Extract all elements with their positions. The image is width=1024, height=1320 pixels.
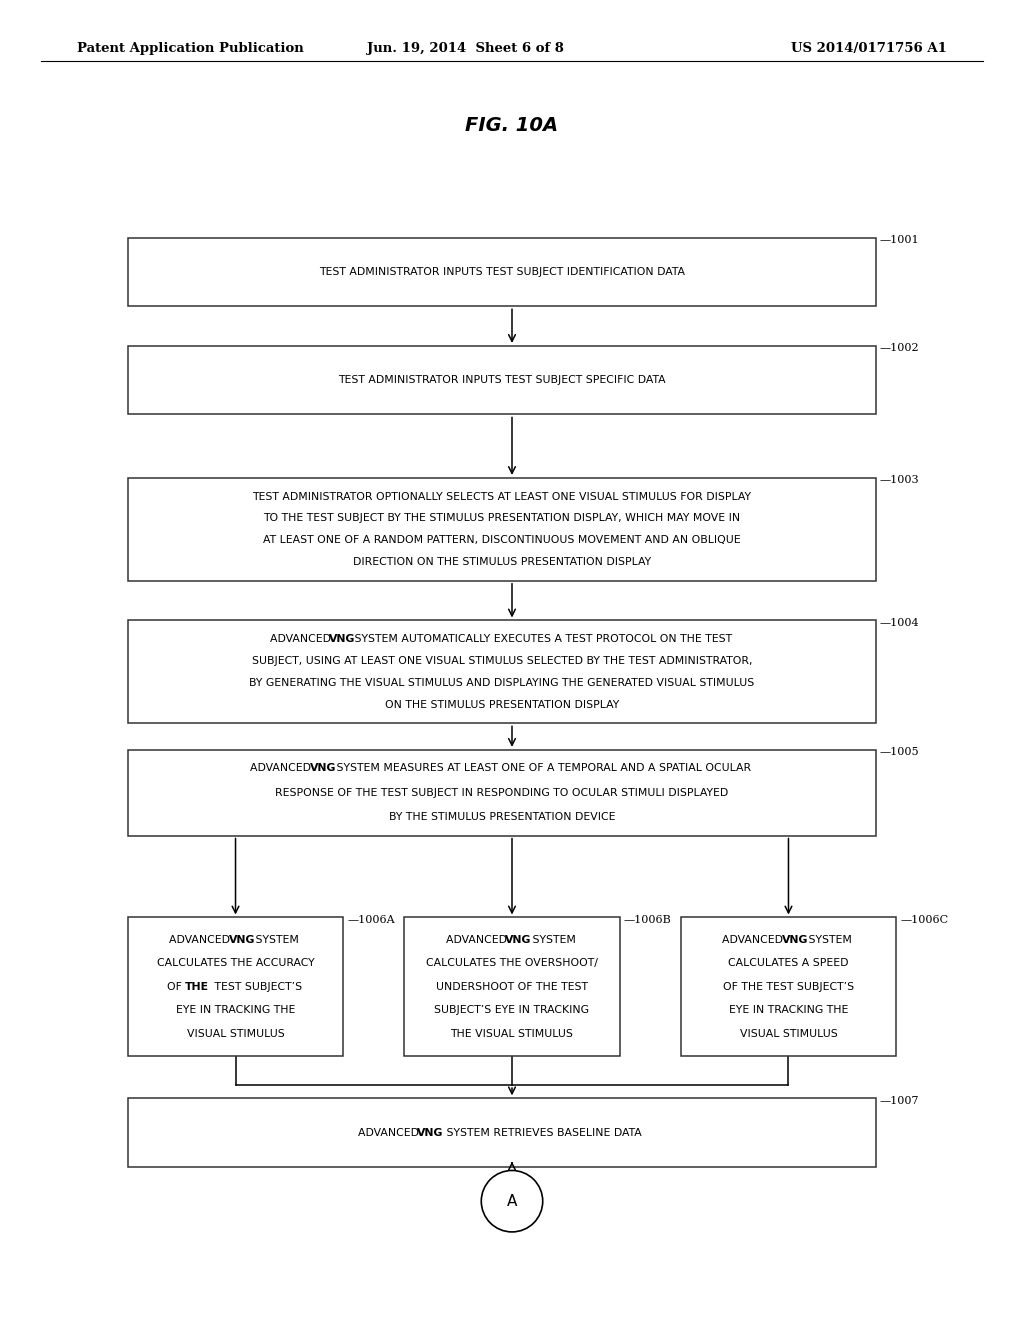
- Text: ADVANCED: ADVANCED: [270, 634, 335, 644]
- Text: VNG: VNG: [781, 935, 808, 945]
- Text: A: A: [507, 1193, 517, 1209]
- Bar: [128, 478, 876, 581]
- Text: CALCULATES THE ACCURACY: CALCULATES THE ACCURACY: [157, 958, 314, 968]
- Text: —1004: —1004: [880, 618, 920, 628]
- Ellipse shape: [481, 1171, 543, 1232]
- Text: Jun. 19, 2014  Sheet 6 of 8: Jun. 19, 2014 Sheet 6 of 8: [368, 42, 564, 54]
- Bar: [404, 917, 620, 1056]
- Text: —1005: —1005: [880, 747, 920, 758]
- Text: VISUAL STIMULUS: VISUAL STIMULUS: [186, 1028, 285, 1039]
- Text: EYE IN TRACKING THE: EYE IN TRACKING THE: [176, 1006, 295, 1015]
- Text: ADVANCED: ADVANCED: [722, 935, 786, 945]
- Text: Patent Application Publication: Patent Application Publication: [77, 42, 303, 54]
- Text: VNG: VNG: [330, 634, 355, 644]
- Text: VNG: VNG: [228, 935, 255, 945]
- Bar: [128, 620, 876, 723]
- Text: DIRECTION ON THE STIMULUS PRESENTATION DISPLAY: DIRECTION ON THE STIMULUS PRESENTATION D…: [352, 557, 651, 568]
- Text: —1006C: —1006C: [900, 915, 948, 925]
- Text: SYSTEM RETRIEVES BASELINE DATA: SYSTEM RETRIEVES BASELINE DATA: [442, 1127, 641, 1138]
- Text: VNG: VNG: [310, 763, 336, 774]
- Text: UNDERSHOOT OF THE TEST: UNDERSHOOT OF THE TEST: [436, 982, 588, 991]
- Text: THE: THE: [184, 982, 209, 991]
- Text: —1001: —1001: [880, 235, 920, 246]
- Text: TEST ADMINISTRATOR INPUTS TEST SUBJECT SPECIFIC DATA: TEST ADMINISTRATOR INPUTS TEST SUBJECT S…: [338, 375, 666, 385]
- Text: TEST SUBJECT’S: TEST SUBJECT’S: [211, 982, 302, 991]
- Text: EYE IN TRACKING THE: EYE IN TRACKING THE: [729, 1006, 848, 1015]
- Text: RESPONSE OF THE TEST SUBJECT IN RESPONDING TO OCULAR STIMULI DISPLAYED: RESPONSE OF THE TEST SUBJECT IN RESPONDI…: [275, 788, 728, 797]
- Text: AT LEAST ONE OF A RANDOM PATTERN, DISCONTINUOUS MOVEMENT AND AN OBLIQUE: AT LEAST ONE OF A RANDOM PATTERN, DISCON…: [263, 535, 740, 545]
- Text: VNG: VNG: [417, 1127, 443, 1138]
- Text: CALCULATES THE OVERSHOOT/: CALCULATES THE OVERSHOOT/: [426, 958, 598, 968]
- Text: SYSTEM: SYSTEM: [805, 935, 852, 945]
- Text: —1002: —1002: [880, 343, 920, 354]
- Text: —1003: —1003: [880, 475, 920, 486]
- Text: VISUAL STIMULUS: VISUAL STIMULUS: [739, 1028, 838, 1039]
- Bar: [128, 750, 876, 836]
- Text: SYSTEM: SYSTEM: [528, 935, 575, 945]
- Text: —1006B: —1006B: [624, 915, 672, 925]
- Text: TEST ADMINISTRATOR INPUTS TEST SUBJECT IDENTIFICATION DATA: TEST ADMINISTRATOR INPUTS TEST SUBJECT I…: [318, 267, 685, 277]
- Bar: [128, 1098, 876, 1167]
- Text: US 2014/0171756 A1: US 2014/0171756 A1: [792, 42, 947, 54]
- Text: SYSTEM MEASURES AT LEAST ONE OF A TEMPORAL AND A SPATIAL OCULAR: SYSTEM MEASURES AT LEAST ONE OF A TEMPOR…: [333, 763, 752, 774]
- Text: ADVANCED: ADVANCED: [251, 763, 315, 774]
- Text: ADVANCED: ADVANCED: [357, 1127, 422, 1138]
- Bar: [128, 238, 876, 306]
- Text: BY THE STIMULUS PRESENTATION DEVICE: BY THE STIMULUS PRESENTATION DEVICE: [388, 812, 615, 822]
- Text: FIG. 10A: FIG. 10A: [466, 116, 558, 135]
- Text: SUBJECT, USING AT LEAST ONE VISUAL STIMULUS SELECTED BY THE TEST ADMINISTRATOR,: SUBJECT, USING AT LEAST ONE VISUAL STIMU…: [252, 656, 752, 667]
- Bar: [128, 917, 343, 1056]
- Text: VNG: VNG: [505, 935, 531, 945]
- Text: ADVANCED: ADVANCED: [169, 935, 233, 945]
- Text: BY GENERATING THE VISUAL STIMULUS AND DISPLAYING THE GENERATED VISUAL STIMULUS: BY GENERATING THE VISUAL STIMULUS AND DI…: [249, 677, 755, 688]
- Text: TEST ADMINISTRATOR OPTIONALLY SELECTS AT LEAST ONE VISUAL STIMULUS FOR DISPLAY: TEST ADMINISTRATOR OPTIONALLY SELECTS AT…: [252, 491, 752, 502]
- Text: CALCULATES A SPEED: CALCULATES A SPEED: [728, 958, 849, 968]
- Text: OF: OF: [167, 982, 185, 991]
- Text: SYSTEM AUTOMATICALLY EXECUTES A TEST PROTOCOL ON THE TEST: SYSTEM AUTOMATICALLY EXECUTES A TEST PRO…: [351, 634, 732, 644]
- Text: —1006A: —1006A: [347, 915, 395, 925]
- Text: TO THE TEST SUBJECT BY THE STIMULUS PRESENTATION DISPLAY, WHICH MAY MOVE IN: TO THE TEST SUBJECT BY THE STIMULUS PRES…: [263, 513, 740, 524]
- Text: ADVANCED: ADVANCED: [445, 935, 510, 945]
- Text: SYSTEM: SYSTEM: [252, 935, 299, 945]
- Text: OF THE TEST SUBJECT’S: OF THE TEST SUBJECT’S: [723, 982, 854, 991]
- Text: THE VISUAL STIMULUS: THE VISUAL STIMULUS: [451, 1028, 573, 1039]
- Text: ON THE STIMULUS PRESENTATION DISPLAY: ON THE STIMULUS PRESENTATION DISPLAY: [385, 700, 618, 710]
- Bar: [681, 917, 896, 1056]
- Text: —1007: —1007: [880, 1096, 920, 1106]
- Bar: [128, 346, 876, 414]
- Text: SUBJECT’S EYE IN TRACKING: SUBJECT’S EYE IN TRACKING: [434, 1006, 590, 1015]
